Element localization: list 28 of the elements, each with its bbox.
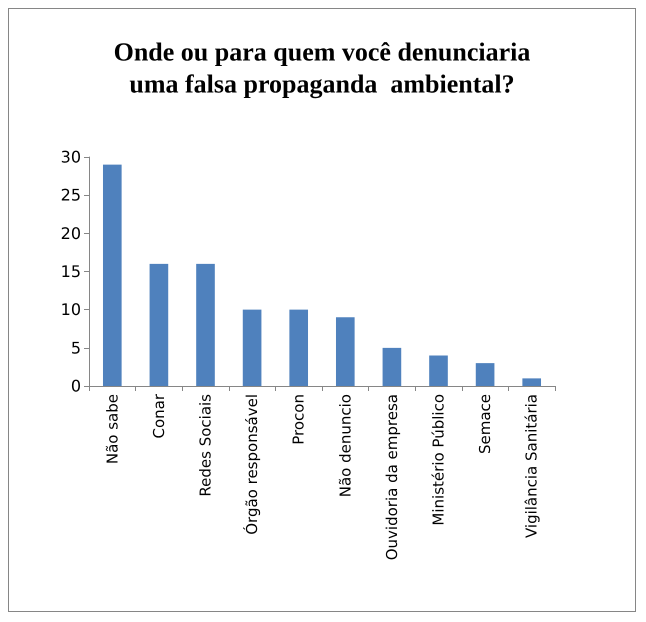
- x-tick-label: Redes Sociais: [196, 394, 214, 497]
- y-tick-label: 15: [60, 262, 81, 281]
- x-tick-label: Órgão responsável: [243, 394, 262, 535]
- bar: [429, 355, 448, 386]
- y-tick-label: 5: [70, 338, 81, 358]
- x-tick-label: Procon: [290, 394, 308, 445]
- bar: [150, 264, 168, 386]
- y-tick-label: 30: [60, 148, 81, 166]
- y-tick-label: 10: [60, 300, 81, 320]
- x-tick-label: Vigilância Sanitária: [522, 394, 541, 538]
- bar: [522, 378, 542, 386]
- x-tick-label: Conar: [150, 393, 168, 439]
- x-tick-label: Não sabe: [103, 394, 122, 464]
- y-tick-label: 0: [70, 376, 81, 396]
- bar: [102, 164, 122, 386]
- x-tick-label: Ouvidoria da empresa: [382, 394, 401, 560]
- bar: [289, 310, 308, 386]
- bar: [196, 264, 215, 386]
- chart-title: Onde ou para quem você denunciaria uma falsa propaganda ambiental?: [114, 38, 530, 98]
- bar: [242, 310, 262, 386]
- bar: [382, 348, 402, 386]
- x-tick-label: Ministério Público: [430, 394, 448, 526]
- y-tick-label: 20: [60, 224, 81, 243]
- bar: [476, 363, 494, 386]
- x-tick-label: Semace: [476, 394, 494, 454]
- x-tick-label: Não denuncio: [336, 394, 354, 498]
- y-tick-label: 25: [60, 186, 81, 205]
- bar: [336, 317, 355, 386]
